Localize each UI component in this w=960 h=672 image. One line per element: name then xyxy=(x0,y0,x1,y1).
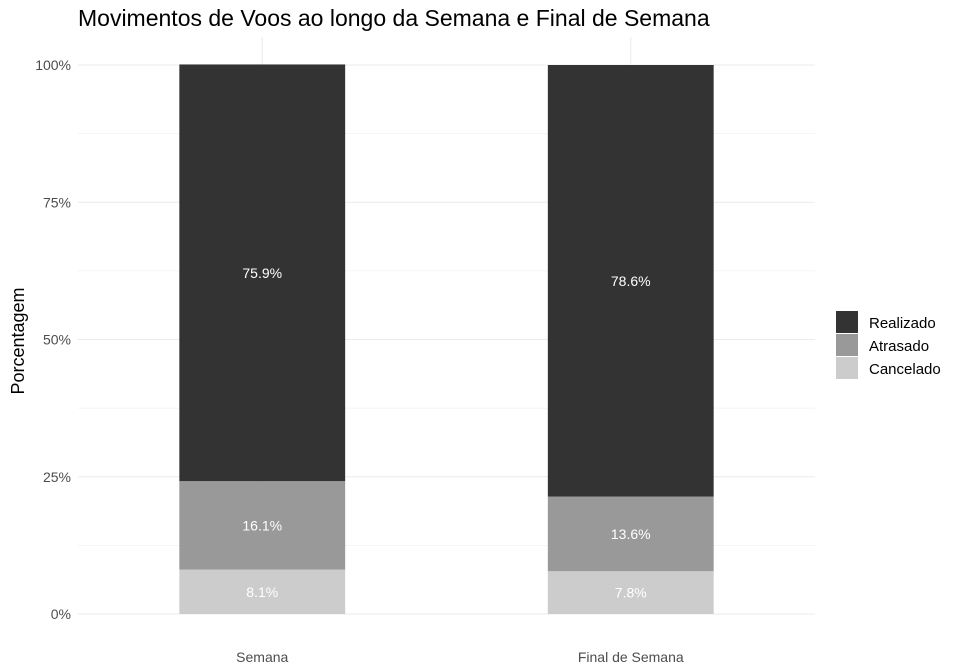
y-axis-ticks: 0% 25% 50% 75% 100% xyxy=(35,57,71,622)
y-tick-label: 25% xyxy=(43,469,71,485)
bar-segment-realizado-1 xyxy=(179,64,346,482)
y-tick-label: 100% xyxy=(35,57,71,73)
legend-label-realizado: Realizado xyxy=(869,315,936,332)
chart-title: Movimentos de Voos ao longo da Semana e … xyxy=(78,5,710,31)
x-tick-label: Semana xyxy=(236,649,288,665)
segment-label: 78.6% xyxy=(611,273,651,289)
bar-segment-realizado-2 xyxy=(547,65,714,497)
x-axis-ticks: Semana Final de Semana xyxy=(236,649,684,665)
legend-key-realizado xyxy=(836,311,858,333)
segment-label: 13.6% xyxy=(611,526,651,542)
segment-label: 8.1% xyxy=(246,584,278,600)
y-tick-label: 0% xyxy=(51,606,71,622)
legend-label-atrasado: Atrasado xyxy=(869,338,929,355)
y-tick-label: 50% xyxy=(43,332,71,348)
segment-label: 75.9% xyxy=(242,265,282,281)
x-tick-label: Final de Semana xyxy=(578,649,684,665)
segment-label: 7.8% xyxy=(615,585,647,601)
legend: Realizado Atrasado Cancelado xyxy=(836,311,941,379)
segment-labels: 8.1% 16.1% 75.9% 7.8% 13.6% 78.6% xyxy=(242,265,650,601)
legend-key-atrasado xyxy=(836,334,858,356)
bar-segment-atrasado-2 xyxy=(547,496,714,572)
segment-label: 16.1% xyxy=(242,517,282,533)
bar-segment-cancelado-2 xyxy=(547,571,714,614)
bar-segment-atrasado-1 xyxy=(179,481,346,570)
legend-key-cancelado xyxy=(836,357,858,379)
bar-segment-cancelado-1 xyxy=(179,569,346,614)
legend-label-cancelado: Cancelado xyxy=(869,361,941,378)
y-axis-label: Porcentagem xyxy=(8,287,28,394)
y-tick-label: 75% xyxy=(43,194,71,210)
bar-segments xyxy=(179,64,714,614)
